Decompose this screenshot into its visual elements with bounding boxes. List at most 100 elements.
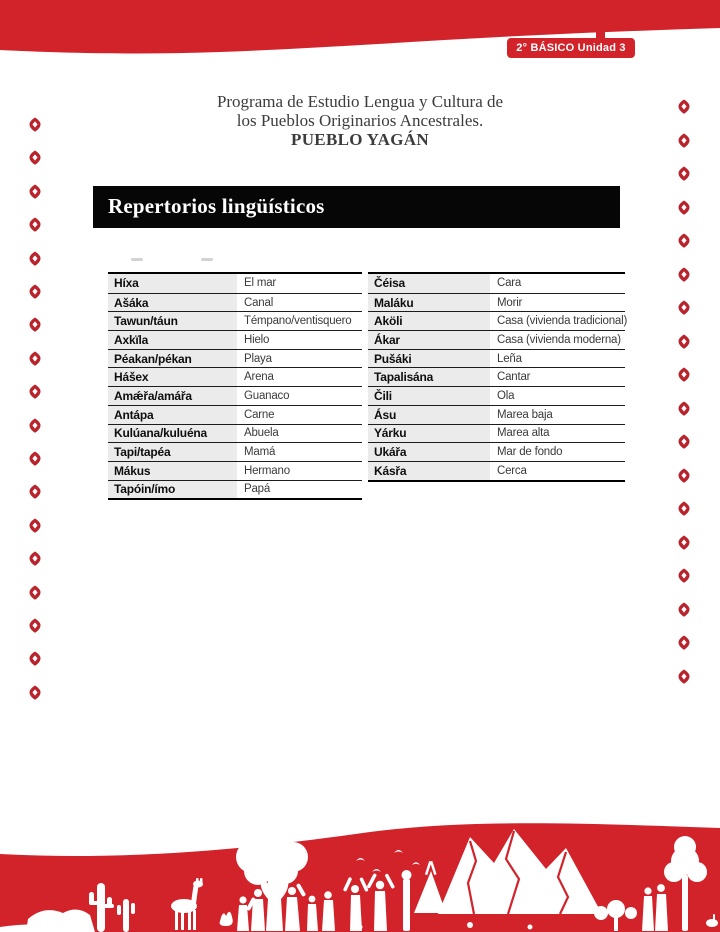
yagan-word-cell: Kulúana/kuluéna [108,424,237,443]
table-row: Antápa Carne [108,404,362,424]
section-title-bar: Repertorios lingüísticos [93,186,620,228]
diamond-ornament-icon [678,535,690,550]
diamond-ornament-icon [29,484,41,500]
diamond-ornament-icon [29,518,41,533]
translation-cell: Mamá [237,443,362,461]
table-row: Čéisa Cara [368,274,625,293]
diamond-ornament-icon [678,434,690,449]
yagan-word-cell: Maláku [368,293,490,312]
translation-cell: Témpano/ventisquero [237,312,362,331]
table-row: Axkïla Hielo [108,330,362,349]
table-row: Tapalisána Cantar [368,367,625,387]
top-wave-band [0,0,720,54]
diamond-ornament-icon [678,133,690,148]
yagan-word-cell: Kásřa [368,461,490,480]
table-row: Pušáki Leña [368,348,625,368]
translation-cell: Arena [237,368,362,387]
diamond-ornament-icon [678,401,690,416]
table-row: Aköli Casa (vivienda tradicional) [368,311,627,331]
program-title-line3: PUEBLO YAGÁN [291,130,429,149]
table-row: Kásřa Cerca [368,460,625,480]
vocab-table-left: Híxa El mar Ašáka Canal Tawun/táun Témpano/ve… [108,272,362,501]
table-row: Kulúana/kuluéna Abuela [108,423,362,443]
yagan-word-cell: Antápa [108,405,237,424]
yagan-word-cell: Yárku [368,424,490,443]
diamond-ornament-icon [29,384,41,399]
translation-cell: Casa (vivienda moderna) [490,331,625,349]
vocab-table-right: Čéisa Cara Maláku Morir Aköli Casa (vivienda … [368,272,627,482]
diamond-ornament-icon [29,284,41,299]
translation-cell: Canal [237,293,362,312]
diamond-ornament-icon [29,618,41,633]
footer-illustration [0,823,720,932]
diamond-ornament-icon [29,150,41,166]
table-row: Ákar Casa (vivienda moderna) [368,330,625,349]
table-row: Mákus Hermano [108,460,362,480]
translation-cell: Carne [237,405,362,424]
diamond-ornament-icon [29,217,41,232]
diamond-ornament-icon [678,233,690,248]
translation-cell: Playa [237,349,362,368]
translation-cell: Cara [490,274,625,293]
translation-cell: Hielo [237,331,362,349]
translation-cell: El mar [237,274,362,293]
yagan-word-cell: Péakan/pékan [108,349,237,368]
yagan-word-cell: Híxa [108,274,237,293]
yagan-word-cell: Ašáka [108,293,237,312]
diamond-ornament-icon [678,200,690,215]
diamond-ornament-icon [29,451,41,466]
yagan-word-cell: Aköli [368,312,490,331]
yagan-word-cell: Tapi/tapéa [108,443,237,461]
unit-badge: 2° BÁSICO Unidad 3 [507,38,635,58]
yagan-word-cell: Čéisa [368,274,490,293]
cropped-text-remnant [131,258,143,261]
table-row: Amǽřa/amářa Guanaco [108,386,362,405]
table-row: Híxa El mar [108,274,362,293]
diamond-ornament-icon [29,317,41,333]
translation-cell: Marea baja [490,405,625,424]
translation-cell: Ola [490,387,625,405]
table-row: Tapi/tapéa Mamá [108,442,362,461]
table-row: Péakan/pékan Playa [108,348,362,368]
cropped-text-remnant [201,258,213,261]
translation-cell: Papá [237,480,362,499]
diamond-ornament-icon [678,334,690,349]
diamond-ornament-icon [678,367,690,382]
table-row: Hášex Arena [108,367,362,387]
diamond-ornament-icon [678,300,690,315]
program-title: Programa de Estudio Lengua y Cultura de … [0,92,720,149]
yagan-word-cell: Ukářa [368,443,490,461]
yagan-word-cell: Amǽřa/amářa [108,387,237,405]
diamond-ornament-icon [678,602,690,617]
diamond-ornament-icon [29,351,41,366]
section-title: Repertorios lingüísticos [108,194,325,218]
yagan-word-cell: Axkïla [108,331,237,349]
diamond-ornament-icon [678,635,690,650]
yagan-word-cell: Hášex [108,368,237,387]
table-row: Ašáka Canal [108,292,362,312]
diamond-ornament-icon [678,468,690,483]
yagan-word-cell: Tawun/táun [108,312,237,331]
diamond-ornament-icon [678,99,690,114]
yagan-word-cell: Ákar [368,331,490,349]
table-row: Maláku Morir [368,292,625,312]
diamond-ornament-icon [678,568,690,583]
translation-cell: Leña [490,349,625,368]
diamond-ornament-icon [678,166,690,181]
table-row: Tapóin/ímo Papá [108,479,362,499]
translation-cell: Marea alta [490,424,625,443]
program-title-line2: los Pueblos Originarios Ancestrales. [236,111,484,130]
yagan-word-cell: Tapalisána [368,368,490,387]
diamond-ornament-icon [29,551,41,566]
translation-cell: Guanaco [237,387,362,405]
translation-cell: Cerca [490,461,625,480]
table-row: Čili Ola [368,386,625,405]
yagan-word-cell: Tapóin/ímo [108,480,237,499]
translation-cell: Cantar [490,368,625,387]
table-row: Ukářa Mar de fondo [368,442,625,461]
diamond-ornament-icon [678,267,690,282]
yagan-word-cell: Pušáki [368,349,490,368]
diamond-ornament-icon [29,117,41,132]
diamond-ornament-icon [29,418,41,433]
